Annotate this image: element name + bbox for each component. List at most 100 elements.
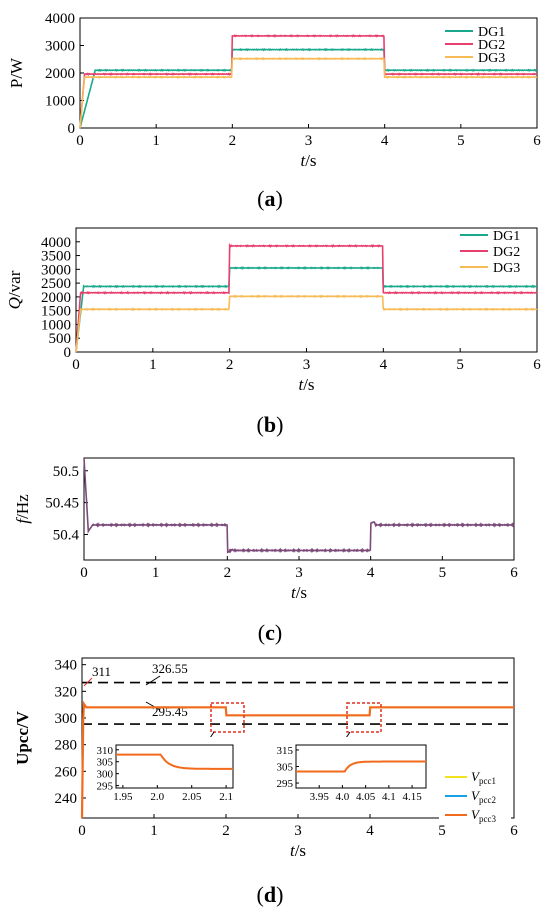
series-line-b	[75, 242, 538, 353]
inset-y-tick-label: 315	[277, 745, 294, 757]
caption-d: (d)	[257, 882, 284, 907]
x-tick-label-d: 1	[150, 823, 158, 839]
inset-y-tick-label: 305	[277, 762, 294, 774]
x-axis-label-a: t/s	[300, 151, 316, 170]
peak-label: 311	[92, 664, 111, 679]
x-tick-label-c: 4	[367, 565, 375, 581]
inset-background	[266, 737, 436, 810]
reference-pointer	[145, 701, 161, 711]
y-tick-label-d: 340	[55, 658, 78, 674]
reference-pointer	[145, 675, 161, 686]
inset-y-tick-label: 310	[97, 745, 114, 757]
inset-series-line	[116, 753, 233, 770]
y-tick-label-b: 0	[64, 345, 72, 361]
y-tick-label-b: 500	[49, 331, 72, 347]
x-tick-label-d: 6	[510, 823, 518, 839]
x-tick-label-a: 5	[457, 133, 465, 149]
inset-x-tick-label: 3.95	[310, 791, 330, 803]
x-tick-label-a: 6	[533, 133, 541, 149]
x-axis-label-d: t/s	[290, 841, 306, 860]
y-tick-label-b: 2000	[41, 290, 71, 306]
x-tick-label-c: 1	[152, 565, 160, 581]
y-tick-label-d: 260	[55, 764, 78, 780]
x-axis-label-b: t/s	[298, 375, 314, 394]
x-tick-label-d: 2	[222, 823, 230, 839]
y-tick-label-c: 50.5	[53, 464, 79, 480]
y-tick-label-b: 3500	[41, 249, 71, 265]
x-axis-label-c: t/s	[291, 583, 307, 602]
inset-x-tick-label: 4.15	[402, 791, 422, 803]
y-axis-label-a: P/W	[7, 57, 26, 88]
x-tick-label-d: 3	[294, 823, 302, 839]
inset-x-tick-label: 4.05	[356, 791, 376, 803]
y-tick-label-b: 3000	[41, 262, 71, 278]
y-tick-label-b: 1500	[41, 304, 71, 320]
legend-label-b: DG2	[493, 245, 520, 260]
inset-x-tick-label: 4.0	[336, 791, 350, 803]
x-tick-label-b: 4	[380, 357, 388, 373]
x-tick-label-c: 5	[439, 565, 447, 581]
inset-y-tick-label: 300	[97, 769, 114, 781]
x-tick-label-a: 0	[76, 133, 84, 149]
x-tick-label-d: 0	[78, 823, 86, 839]
y-tick-label-d: 240	[55, 791, 78, 807]
inset-y-tick-label: 295	[277, 778, 294, 790]
x-tick-label-c: 2	[224, 565, 232, 581]
y-tick-label-d: 320	[55, 684, 78, 700]
plot-frame-a	[79, 17, 538, 129]
legend-label-d: Vpcc1	[471, 769, 496, 786]
zoom-box	[346, 702, 382, 733]
y-tick-label-a: 3000	[45, 39, 75, 55]
series-line-d	[80, 700, 514, 819]
x-tick-label-c: 6	[510, 565, 518, 581]
caption-c: (c)	[258, 620, 282, 645]
x-tick-label-b: 6	[533, 357, 541, 373]
x-tick-label-b: 5	[456, 357, 464, 373]
inset-x-tick-label: 4.1	[382, 791, 396, 803]
caption-b: (b)	[257, 412, 284, 437]
series-line-b	[75, 294, 538, 353]
zoom-box	[210, 702, 245, 733]
inset-y-tick-label: 305	[97, 757, 114, 769]
legend-label-d: Vpcc2	[471, 788, 496, 805]
x-tick-label-b: 1	[149, 357, 157, 373]
plot-frame-c	[83, 457, 515, 561]
inset-frame	[115, 744, 234, 789]
inset-x-tick-label: 2.05	[182, 791, 202, 803]
legend-label-d: Vpcc3	[471, 807, 496, 824]
x-tick-label-b: 2	[226, 357, 234, 373]
inset-x-tick-label: 2.1	[219, 791, 233, 803]
inset-x-tick-label: 1.95	[113, 791, 133, 803]
y-tick-label-b: 2500	[41, 276, 71, 292]
y-tick-label-c: 50.4	[53, 528, 80, 544]
inset-y-tick-label: 295	[97, 781, 114, 793]
x-tick-label-b: 0	[72, 357, 80, 373]
reference-label: 326.55	[152, 661, 188, 676]
series-line-a	[79, 56, 538, 129]
y-tick-label-a: 0	[68, 121, 76, 137]
series-line-a	[79, 34, 537, 129]
y-axis-label-c: f/Hz	[13, 494, 32, 524]
x-tick-label-a: 2	[229, 133, 237, 149]
y-tick-label-b: 4000	[41, 235, 71, 251]
y-tick-label-a: 4000	[45, 11, 75, 27]
inset-series-line	[296, 760, 426, 773]
y-tick-label-d: 280	[55, 738, 78, 754]
y-tick-label-c: 50.45	[45, 496, 79, 512]
legend-label-b: DG3	[493, 261, 520, 276]
y-tick-label-d: 300	[55, 711, 78, 727]
caption-a: (a)	[257, 186, 283, 211]
y-axis-label-b: Q/var	[5, 270, 24, 309]
y-axis-label-d: Upcc/V	[13, 710, 32, 765]
legend-label-a: DG2	[478, 38, 505, 53]
y-tick-label-b: 1000	[41, 317, 71, 333]
y-tick-label-a: 1000	[45, 94, 75, 110]
inset-x-tick-label: 2.0	[150, 791, 164, 803]
x-tick-label-d: 5	[438, 823, 446, 839]
legend-label-a: DG1	[478, 25, 505, 40]
x-tick-label-a: 1	[152, 133, 160, 149]
peak-pointer	[83, 677, 93, 687]
x-tick-label-d: 4	[366, 823, 374, 839]
y-tick-label-a: 2000	[45, 66, 75, 82]
